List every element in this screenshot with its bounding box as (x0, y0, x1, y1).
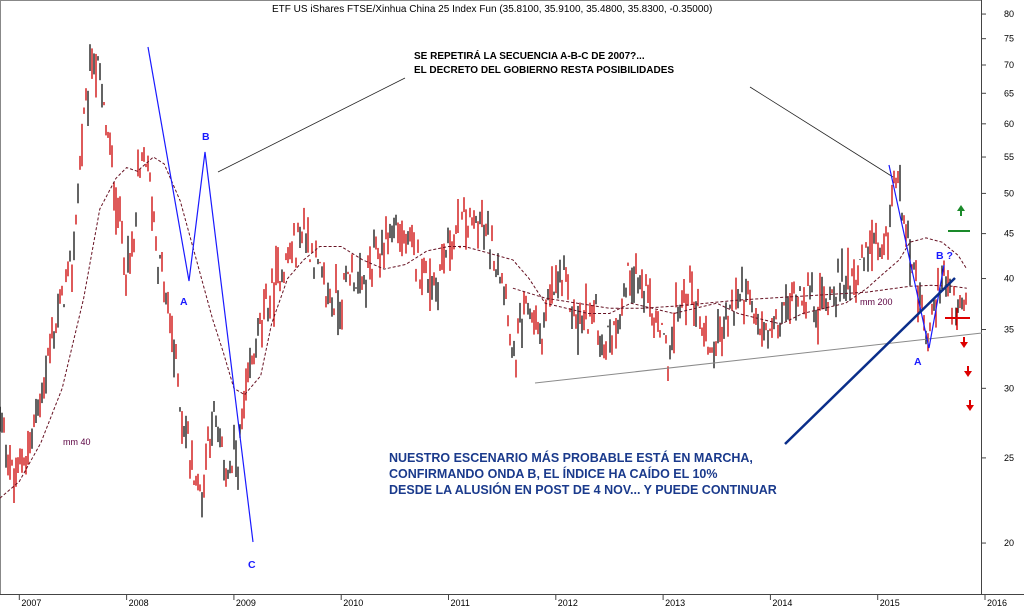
x-tick-label: 2015 (880, 598, 900, 608)
y-tick-label: 50 (1004, 188, 1014, 198)
wave-line-2008 (147, 46, 254, 543)
wave-label-c-2008: C (248, 559, 256, 571)
x-tick-label: 2008 (129, 598, 149, 608)
down-arrow-icon-1 (960, 337, 968, 348)
up-arrow-icon (957, 205, 965, 216)
x-tick-label: 2013 (665, 598, 685, 608)
x-tick-label: 2011 (451, 598, 470, 608)
annotation-bottom-line1: NUESTRO ESCENARIO MÁS PROBABLE ESTÁ EN M… (389, 450, 753, 465)
down-arrow-icon-3 (966, 400, 974, 411)
moving-average-mm-200 (512, 284, 967, 309)
annotation-bottom-line3: DESDE LA ALUSIÓN EN POST DE 4 NOV... Y P… (389, 482, 777, 497)
moving-average-mm-40 (0, 156, 968, 499)
callout-pointer-left (217, 77, 406, 173)
y-tick-label: 70 (1004, 60, 1014, 70)
support-line (534, 332, 983, 384)
label-mm40: mm 40 (63, 437, 91, 447)
moving-average-lines (0, 156, 968, 499)
x-tick-label: 2010 (343, 598, 363, 608)
label-mm200: mm 200 (860, 297, 893, 307)
annotation-bottom-line2: CONFIRMANDO ONDA B, EL ÍNDICE HA CAÍDO E… (389, 466, 718, 481)
x-axis-ticks: 2007 2008 2009 2010 2011 2012 2013 2014 2015 2016 (18, 594, 1007, 608)
y-tick-label: 30 (1004, 383, 1014, 393)
annotation-top-line2: EL DECRETO DEL GOBIERNO RESTA POSIBILIDA… (414, 65, 674, 76)
y-tick-label: 35 (1004, 325, 1014, 335)
callout-pointer-right (749, 86, 894, 178)
y-tick-label: 20 (1004, 538, 1014, 548)
wave-label-b-2015: B ? (936, 250, 953, 262)
y-tick-label: 40 (1004, 274, 1014, 284)
y-tick-label: 45 (1004, 229, 1014, 239)
x-tick-label: 2014 (772, 598, 792, 608)
chart-title: ETF US iShares FTSE/Xinhua China 25 Inde… (272, 4, 712, 15)
x-tick-label: 2016 (987, 598, 1007, 608)
wave-label-a-2008: A (180, 296, 188, 308)
y-tick-label: 25 (1004, 453, 1014, 463)
y-axis-ticks: 20 25 30 35 40 45 50 55 60 65 70 75 80 (981, 9, 1014, 548)
y-tick-label: 60 (1004, 119, 1014, 129)
uptrend-line (784, 277, 956, 445)
y-tick-label: 55 (1004, 152, 1014, 162)
annotation-top-line1: SE REPETIRÁ LA SECUENCIA A-B-C DE 2007?.… (414, 49, 645, 62)
down-arrow-icon-2 (964, 366, 972, 377)
wave-label-a-2015: A (914, 356, 922, 368)
x-tick-label: 2007 (21, 598, 41, 608)
x-tick-label: 2012 (558, 598, 578, 608)
wave-label-b-2008: B (202, 131, 210, 143)
y-tick-label: 80 (1004, 9, 1014, 19)
x-tick-label: 2009 (236, 598, 256, 608)
price-bars (0, 44, 967, 518)
y-tick-label: 75 (1004, 34, 1014, 44)
y-tick-label: 65 (1004, 88, 1014, 98)
